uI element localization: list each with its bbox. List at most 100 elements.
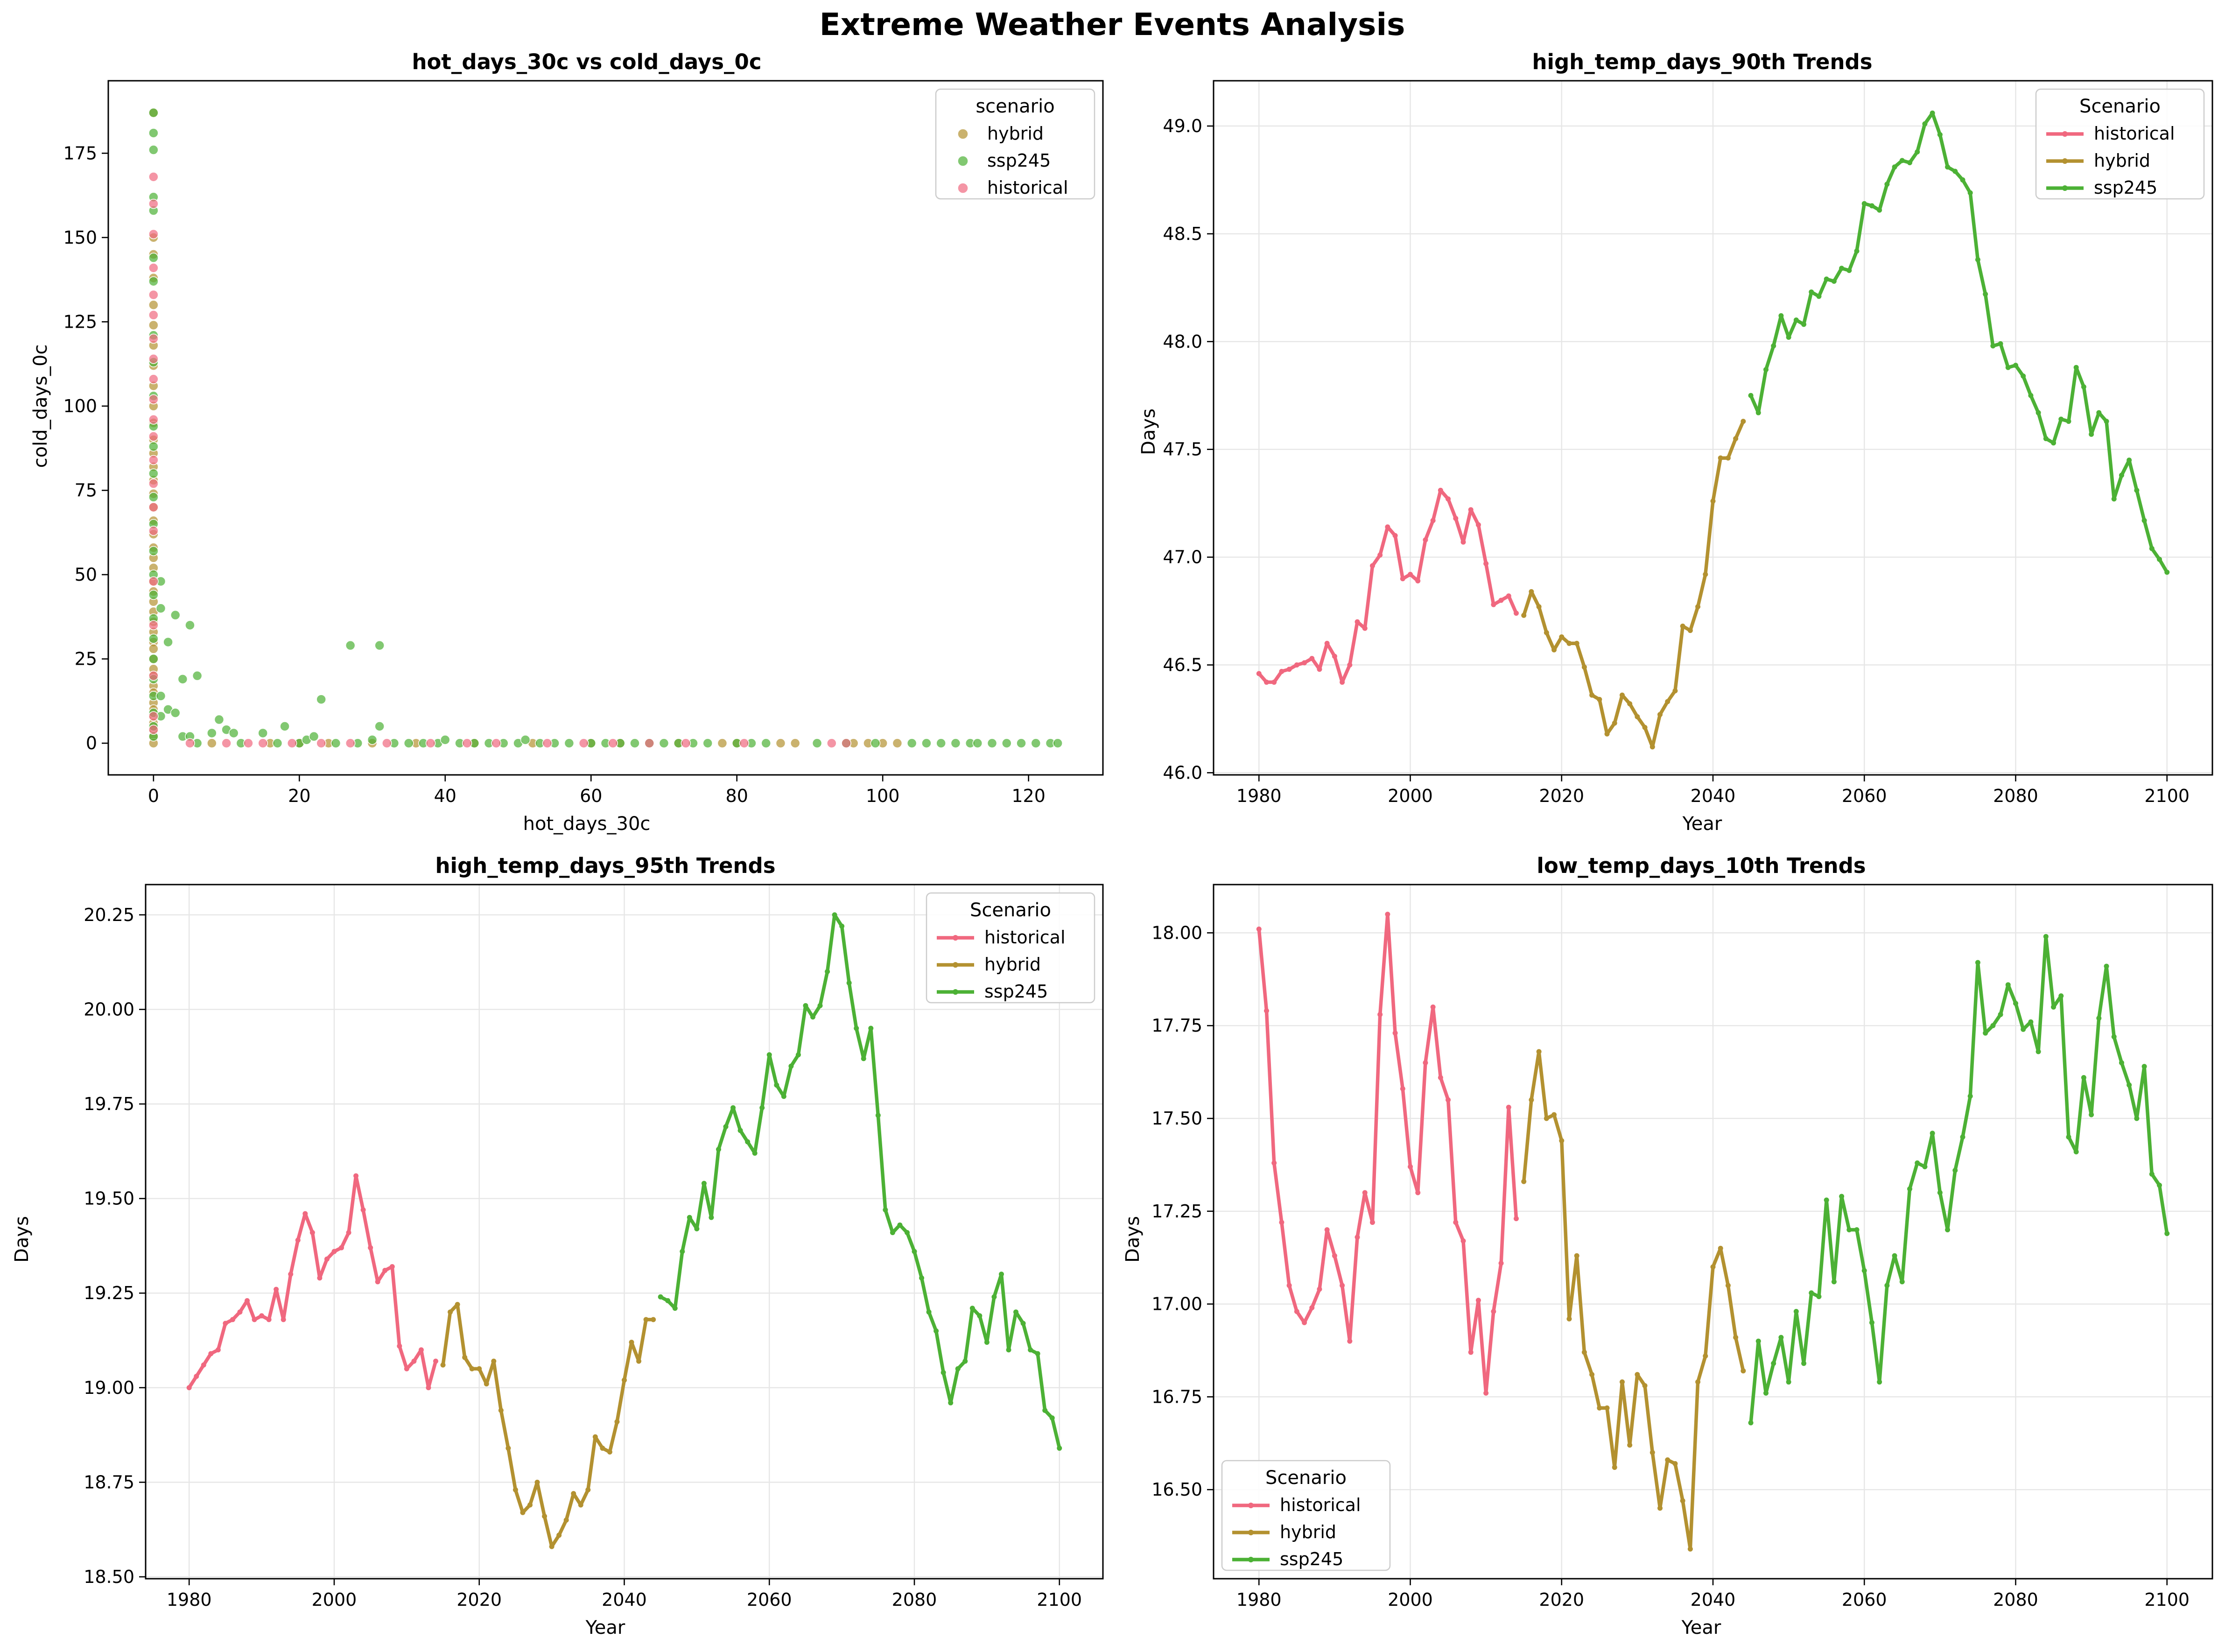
- point-historical-24: [258, 738, 268, 748]
- marker-p95-historical-12: [274, 1286, 279, 1292]
- marker-p10-ssp245-14: [1854, 1227, 1860, 1233]
- marker-p90-historical-28: [1468, 507, 1474, 513]
- marker-p10-ssp245-9: [1816, 1294, 1822, 1300]
- marker-p90-historical-9: [1324, 640, 1330, 646]
- marker-p95-ssp245-44: [977, 1313, 983, 1319]
- marker-p95-ssp245-47: [998, 1272, 1004, 1277]
- ytick-label-p10-4: 17.50: [1151, 1108, 1202, 1129]
- marker-p10-ssp245-33: [1998, 1012, 2003, 1017]
- marker-p95-ssp245-50: [1020, 1321, 1026, 1326]
- point-historical-38: [827, 738, 837, 748]
- marker-p95-hybrid-24: [614, 1419, 620, 1425]
- marker-p95-ssp245-6: [701, 1181, 707, 1186]
- marker-p10-historical-6: [1302, 1320, 1307, 1325]
- marker-p95-historical-32: [418, 1347, 424, 1353]
- point-ssp245-95: [1016, 738, 1026, 748]
- marker-p10-ssp245-27: [1952, 1167, 1958, 1173]
- point-ssp245-37: [185, 620, 195, 631]
- point-hybrid-29: [148, 644, 159, 654]
- marker-p90-hybrid-18: [1657, 712, 1663, 717]
- marker-p90-ssp245-54: [2157, 556, 2162, 562]
- marker-p10-hybrid-9: [1589, 1372, 1595, 1378]
- point-historical-27: [345, 738, 356, 748]
- marker-p90-ssp245-51: [2134, 487, 2140, 493]
- marker-p95-hybrid-8: [498, 1407, 504, 1413]
- ytick-label-p95-3: 19.25: [84, 1283, 134, 1303]
- xtick-label-p90-2: 2020: [1539, 786, 1584, 806]
- marker-p95-ssp245-17: [781, 1094, 786, 1099]
- legend-label-p90-hybrid: hybrid: [2094, 150, 2150, 171]
- marker-p95-ssp245-51: [1028, 1347, 1033, 1353]
- panel-p10: low_temp_days_10th Trends 1980 2000 2020 20…: [1122, 853, 2213, 1638]
- xtick-label-scatter-2: 40: [434, 786, 456, 806]
- marker-p10-hybrid-16: [1642, 1383, 1648, 1389]
- legend-marker-p10-ssp245: [1248, 1557, 1254, 1562]
- ytick-label-scatter-0: 0: [86, 733, 97, 753]
- marker-p90-hybrid-27: [1725, 455, 1731, 461]
- marker-p95-hybrid-9: [505, 1445, 511, 1451]
- point-ssp245-86: [870, 738, 881, 748]
- marker-p95-historical-11: [266, 1317, 272, 1322]
- axes-frame-scatter: [107, 80, 1104, 776]
- marker-p90-ssp245-38: [2035, 410, 2041, 415]
- marker-p95-hybrid-3: [462, 1355, 468, 1360]
- marker-p95-historical-34: [433, 1358, 439, 1364]
- marker-p10-ssp245-3: [1771, 1361, 1776, 1366]
- marker-p95-hybrid-12: [527, 1502, 533, 1508]
- point-ssp245-55: [367, 735, 378, 745]
- marker-p90-ssp245-18: [1884, 182, 1890, 187]
- point-ssp245-27: [155, 603, 166, 613]
- marker-p95-historical-23: [353, 1173, 359, 1179]
- legend-marker-p90-historical: [2062, 131, 2068, 137]
- marker-p10-ssp245-40: [2051, 1004, 2057, 1010]
- marker-p95-ssp245-43: [969, 1306, 975, 1311]
- marker-p10-hybrid-7: [1574, 1253, 1579, 1258]
- marker-p90-historical-8: [1317, 667, 1322, 672]
- xtick-label-p90-0: 1980: [1236, 786, 1282, 806]
- marker-p95-ssp245-40: [948, 1400, 954, 1406]
- marker-p90-ssp245-24: [1930, 110, 1935, 116]
- legend-box-p95: [926, 892, 1095, 1004]
- marker-p95-hybrid-1: [448, 1309, 453, 1315]
- marker-p95-hybrid-26: [629, 1340, 634, 1345]
- marker-p10-historical-11: [1340, 1283, 1345, 1288]
- marker-p95-ssp245-20: [803, 1003, 808, 1008]
- marker-p95-ssp245-9: [723, 1124, 729, 1130]
- marker-p10-ssp245-41: [2058, 993, 2064, 999]
- marker-p10-ssp245-16: [1869, 1320, 1874, 1325]
- marker-p95-ssp245-34: [904, 1230, 910, 1236]
- marker-p90-hybrid-9: [1589, 692, 1595, 698]
- point-ssp245-47: [280, 721, 290, 731]
- marker-p90-hybrid-11: [1604, 731, 1610, 737]
- legend-label-scatter-ssp245: ssp245: [987, 150, 1051, 171]
- marker-p10-historical-9: [1324, 1227, 1330, 1233]
- marker-p90-historical-20: [1408, 572, 1413, 577]
- marker-p10-ssp245-28: [1960, 1134, 1965, 1140]
- marker-p90-hybrid-6: [1566, 640, 1572, 646]
- ylabel-scatter: cold_days_0c: [30, 344, 51, 468]
- marker-p10-historical-19: [1400, 1086, 1405, 1091]
- xtick-label-p95-6: 2100: [1037, 1589, 1082, 1610]
- legend-label-p10-ssp245: ssp245: [1280, 1549, 1343, 1569]
- point-hybrid-55: [775, 738, 786, 748]
- point-ssp245-0: [148, 107, 159, 118]
- marker-p95-ssp245-10: [730, 1105, 736, 1111]
- point-ssp245-56: [374, 640, 385, 651]
- point-ssp245-52: [330, 738, 341, 748]
- marker-p90-hybrid-12: [1612, 720, 1617, 726]
- point-ssp245-57: [374, 721, 385, 731]
- marker-p95-ssp245-42: [962, 1358, 968, 1364]
- xtick-label-p10-5: 2080: [1993, 1589, 2038, 1610]
- ytick-label-p10-5: 17.75: [1151, 1015, 1202, 1036]
- marker-p90-historical-7: [1309, 656, 1315, 661]
- marker-p95-ssp245-30: [875, 1112, 881, 1118]
- marker-p95-ssp245-38: [934, 1328, 939, 1334]
- point-ssp245-40: [207, 728, 217, 738]
- point-ssp245-93: [987, 738, 997, 748]
- marker-p10-ssp245-39: [2043, 934, 2049, 939]
- marker-p90-ssp245-21: [1907, 160, 1913, 165]
- xlabel-p10: Year: [1681, 1617, 1721, 1638]
- marker-p90-hybrid-21: [1680, 623, 1685, 629]
- ytick-label-p90-4: 48.0: [1163, 331, 1202, 352]
- marker-p90-ssp245-5: [1786, 335, 1791, 340]
